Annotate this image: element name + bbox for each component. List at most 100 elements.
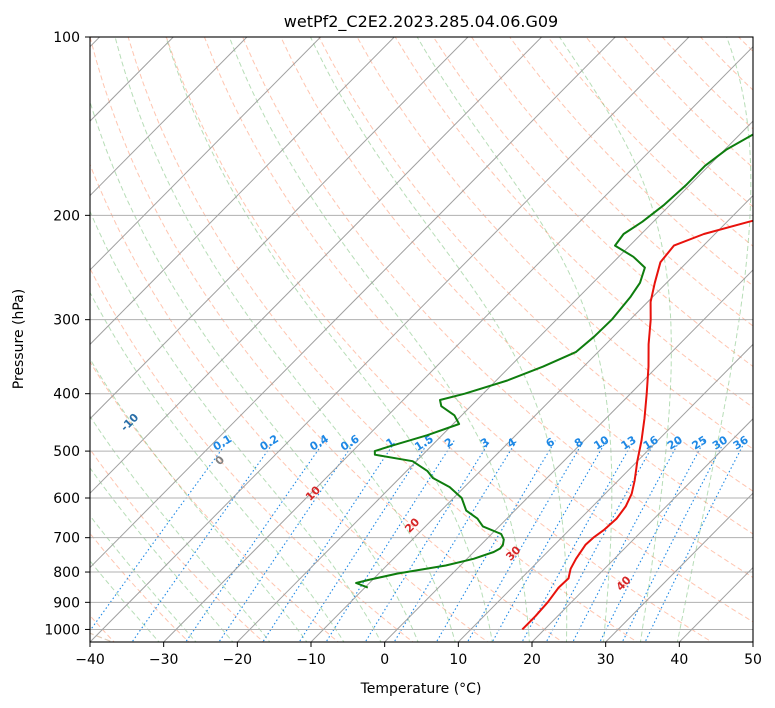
y-tick-label: 1000 (44, 622, 80, 638)
moist-adiabat (165, 37, 493, 642)
mixing-ratio-line (131, 440, 276, 642)
y-axis-label: Pressure (hPa) (11, 289, 27, 389)
x-tick-label: 40 (670, 652, 688, 668)
dry-adiabat (699, 37, 753, 91)
moist-adiabat (310, 37, 568, 642)
dry-adiabat (509, 37, 753, 287)
dry-adiabat-label: 30 (503, 543, 523, 563)
isotherm-gridline (90, 37, 616, 569)
moist-adiabat (90, 291, 345, 642)
y-tick-label: 800 (53, 565, 80, 581)
isotherm-gridline (90, 37, 469, 420)
dry-adiabat (127, 37, 638, 642)
moist-adiabat (228, 37, 530, 642)
mixing-ratio-label: 30 (710, 433, 730, 452)
moist-adiabat (114, 37, 456, 642)
mixing-ratio-label: 20 (665, 433, 685, 452)
dry-adiabat (623, 37, 753, 169)
moist-adiabat (90, 357, 308, 642)
y-tick-label: 200 (53, 208, 80, 224)
dry-adiabat (203, 37, 753, 623)
x-tick-label: −20 (223, 652, 253, 668)
moist-adiabat (90, 467, 234, 642)
mixing-ratio-line (218, 440, 356, 642)
moist-adiabat (90, 415, 271, 642)
mixing-ratio-line (435, 440, 556, 642)
y-tick-label: 700 (53, 531, 80, 547)
x-axis-label: Temperature (°C) (360, 681, 482, 697)
isotherm-gridline (604, 492, 753, 642)
dry-adiabat (90, 532, 190, 642)
isotherm-gridline (90, 37, 248, 197)
x-tick-label: 10 (449, 652, 467, 668)
mixing-ratio-line (644, 440, 746, 642)
mixing-ratio-label: 6 (544, 435, 558, 450)
isotherm-gridline (90, 37, 395, 346)
isotherm-gridline (752, 641, 753, 642)
mixing-ratio-line (262, 440, 397, 642)
x-tick-label: −10 (296, 652, 326, 668)
dry-adiabat (90, 163, 489, 642)
dry-adiabat (90, 360, 339, 642)
plot-frame (89, 36, 754, 643)
dry-adiabat (750, 10, 775, 645)
x-tick-label: 20 (523, 652, 541, 668)
mixing-ratio-label: 0.4 (307, 432, 331, 454)
y-tick-label: 300 (53, 313, 80, 329)
isotherm-gridline (236, 120, 753, 642)
mixing-ratio-line (325, 440, 455, 642)
mixing-ratio-label: 10 (591, 433, 611, 452)
chart-title: wetPf2_C2E2.2023.285.04.06.G09 (284, 12, 558, 32)
dewpoint-profile (355, 133, 753, 589)
dry-adiabat (356, 37, 753, 450)
dry-adiabat (432, 37, 753, 368)
mixing-ratio-label: 4 (505, 435, 519, 450)
y-tick-label: 500 (53, 444, 80, 460)
mixing-ratio-line (185, 440, 326, 642)
mixing-ratio-label: 16 (641, 433, 661, 452)
dry-adiabat (470, 37, 753, 327)
isotherm-gridline (162, 46, 753, 642)
isotherm-gridline (90, 37, 322, 271)
moist-adiabat (559, 37, 672, 642)
x-tick-label: 50 (744, 652, 762, 668)
dry-adiabat-label: -10 (118, 411, 141, 434)
dry-adiabat-label: 40 (614, 573, 634, 593)
isotherm-gridline (457, 343, 753, 642)
mixing-ratio-label: 0.2 (258, 432, 281, 453)
mixing-ratio-label: 3 (478, 435, 491, 450)
mixing-ratio-line (599, 440, 705, 642)
y-tick-label: 900 (53, 595, 80, 611)
y-tick-label: 600 (53, 491, 80, 507)
dry-adiabat (280, 37, 753, 535)
dry-adiabat-label: 0 (213, 453, 228, 468)
mixing-ratio-label: 13 (619, 433, 639, 452)
mixing-ratio-label: 2 (442, 435, 455, 450)
dry-adiabat (242, 37, 753, 579)
isotherm-gridline (90, 37, 174, 122)
mixing-ratio-line (491, 440, 607, 642)
isotherm-gridline (531, 418, 753, 642)
mixing-ratio-line (364, 440, 491, 642)
mixing-ratio-line (545, 440, 657, 642)
dry-adiabat (318, 37, 753, 492)
isotherm-gridline (678, 566, 753, 642)
x-tick-label: 0 (380, 652, 389, 668)
dry-adiabat (737, 37, 753, 53)
y-tick-label: 100 (53, 30, 80, 46)
mixing-ratio-line (572, 440, 681, 642)
isotherm-gridline (383, 269, 753, 642)
x-tick-label: −40 (75, 652, 105, 668)
dry-adiabat (394, 37, 753, 409)
mixing-ratio-label: 36 (731, 433, 751, 452)
isotherm-gridline (310, 194, 753, 642)
x-tick-label: 30 (597, 652, 615, 668)
y-tick-label: 400 (53, 387, 80, 403)
dry-adiabat (90, 448, 265, 642)
dry-adiabat (661, 37, 753, 130)
mixing-ratio-label: 0.1 (211, 432, 234, 453)
moist-adiabat (90, 100, 419, 642)
temperature-profile (521, 219, 753, 631)
dry-adiabat (90, 37, 564, 642)
